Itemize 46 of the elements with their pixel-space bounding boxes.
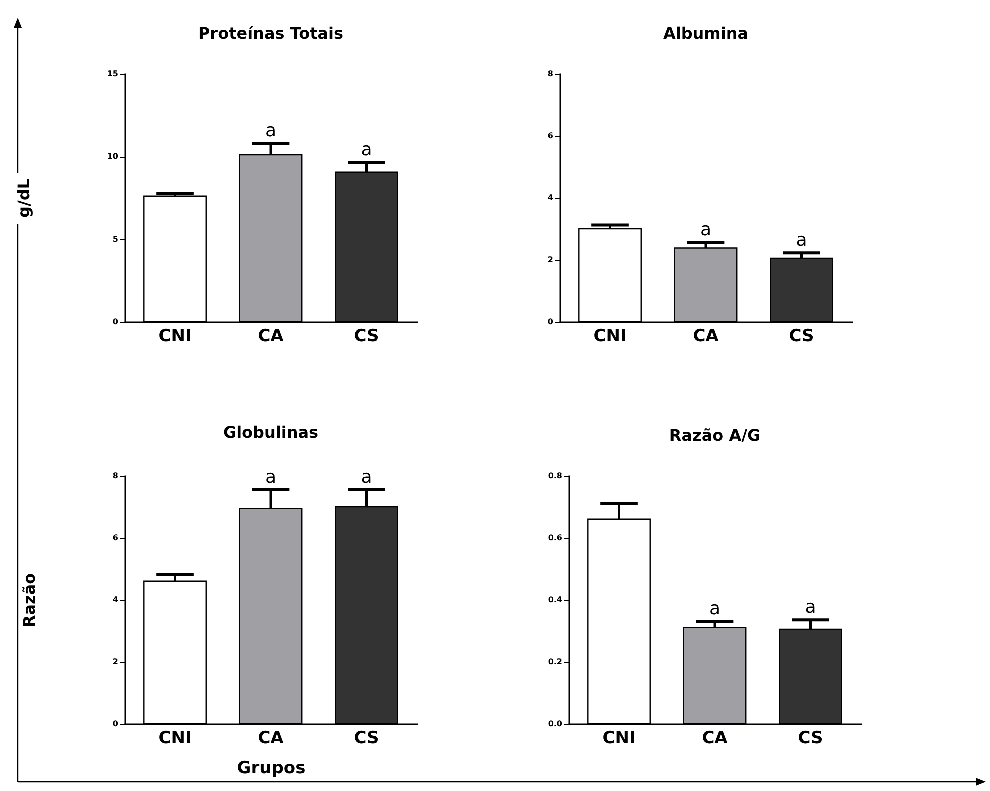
y-tick-label: 4 (548, 194, 554, 202)
annotation: a (265, 120, 277, 142)
x-tick-label: CA (258, 326, 285, 346)
y-tick-label: 0.8 (548, 472, 563, 480)
y-tick-label: 8 (548, 70, 554, 78)
y-tick-label: 0 (112, 318, 119, 326)
x-tick-label: CNI (602, 728, 636, 748)
annotation: a (709, 598, 721, 620)
y-tick-label: 0 (112, 720, 119, 728)
annotation: a (265, 466, 277, 488)
y-tick-label: 2 (112, 658, 118, 666)
annotation: a (361, 466, 372, 488)
y-tick-label: 0.4 (548, 596, 563, 604)
annotation: a (805, 597, 816, 618)
chart-title: Proteínas Totais (198, 24, 344, 43)
y-tick-label: 2 (548, 256, 554, 264)
y-tick-label: 0.2 (548, 658, 562, 666)
x-tick-label: CS (354, 326, 380, 346)
y-tick-label: 10 (107, 152, 119, 162)
y-tick-label: 0 (548, 318, 554, 326)
x-axis-title: Grupos (237, 758, 306, 778)
y-tick-label: 0.0 (548, 720, 563, 728)
y-tick-label: 6 (548, 132, 554, 140)
x-tick-label: CA (693, 326, 720, 346)
chart-title: Globulinas (223, 422, 319, 442)
x-tick-label: CS (798, 728, 824, 748)
chart-title: Albumina (663, 24, 749, 43)
chart-title: Razão A/G (669, 426, 761, 445)
y-axis-title: Razão (20, 573, 39, 628)
annotation: a (361, 139, 372, 160)
x-tick-label: CNI (594, 326, 627, 346)
annotation: a (796, 230, 808, 252)
y-tick-label: 4 (112, 596, 119, 604)
y-axis-title: g/dL (14, 179, 34, 218)
x-tick-label: CA (258, 728, 285, 748)
x-tick-label: CS (354, 728, 380, 748)
x-tick-label: CNI (158, 728, 192, 748)
x-tick-label: CA (702, 728, 729, 748)
annotation: a (700, 220, 712, 241)
y-tick-label: 15 (107, 70, 119, 78)
y-tick-label: 0.6 (548, 534, 563, 542)
y-tick-label: 8 (112, 472, 119, 480)
x-tick-label: CS (789, 326, 814, 346)
y-tick-label: 6 (112, 534, 119, 542)
y-tick-label: 5 (112, 234, 119, 244)
x-tick-label: CNI (158, 326, 192, 346)
